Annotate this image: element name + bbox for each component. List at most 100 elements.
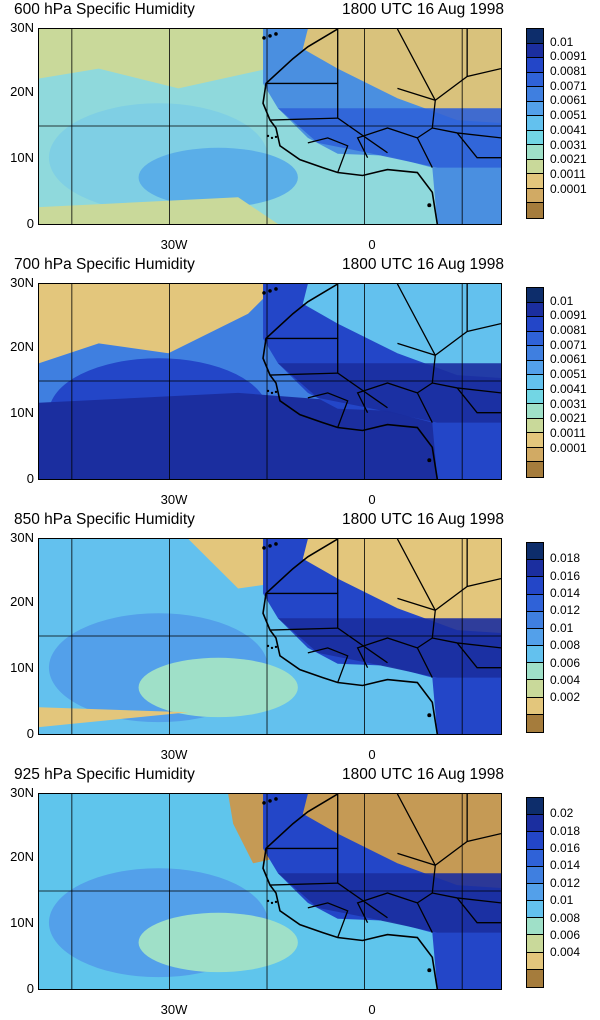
colorbar-swatch (527, 288, 543, 303)
colorbar-swatch (527, 375, 543, 390)
colorbar-swatch (527, 174, 543, 189)
colorbar-swatch (527, 798, 543, 816)
colorbar-swatch (527, 935, 543, 953)
colorbar-label: 0.0001 (550, 440, 587, 455)
lat-label-10n: 10N (10, 660, 34, 675)
colorbar-label: 0.01 (550, 34, 574, 49)
colorbar-swatch (527, 543, 543, 561)
map-field (39, 539, 501, 734)
colorbar-swatch (527, 43, 543, 59)
colorbar (526, 28, 544, 219)
colorbar-label: 0.02 (550, 806, 574, 821)
colorbar-label: 0.0091 (550, 308, 587, 323)
humidity-map (38, 793, 502, 990)
map-field (39, 794, 501, 989)
colorbar-label: 0.01 (550, 293, 574, 308)
lat-label-10n: 10N (10, 915, 34, 930)
colorbar-swatch (527, 866, 543, 884)
colorbar-label: 0.014 (550, 586, 581, 601)
lon-label-30w: 30W (160, 747, 188, 762)
colorbar-swatch (527, 72, 543, 88)
colorbar-label: 0.006 (550, 927, 581, 942)
colorbar-label: 0.004 (550, 945, 581, 960)
panel-title: 850 hPa Specific Humidity (14, 511, 195, 528)
colorbar-swatch (527, 404, 543, 419)
map-panel-850hpa: 850 hPa Specific Humidity 1800 UTC 16 Au… (0, 510, 600, 765)
colorbar-swatch (527, 29, 543, 44)
lat-label-20n: 20N (10, 84, 34, 99)
colorbar-label: 0.0061 (550, 93, 587, 108)
lat-label-10n: 10N (10, 150, 34, 165)
colorbar-swatch (527, 130, 543, 146)
colorbar-label: 0.0001 (550, 181, 587, 196)
colorbar-swatch (527, 203, 543, 218)
panel-timestamp: 1800 UTC 16 Aug 1998 (341, 511, 504, 528)
colorbar-swatch (527, 116, 543, 131)
colorbar-swatch (527, 87, 543, 102)
colorbar-swatch (527, 560, 543, 578)
colorbar-swatch (527, 832, 543, 850)
colorbar-label: 0.008 (550, 638, 581, 653)
colorbar-label: 0.0031 (550, 137, 587, 152)
panel-title: 925 hPa Specific Humidity (14, 766, 195, 783)
colorbar-label: 0.0021 (550, 152, 587, 167)
colorbar-swatch (527, 697, 543, 715)
colorbar-swatch (527, 918, 543, 936)
lat-label-0: 0 (26, 471, 34, 486)
lon-label-0: 0 (368, 1002, 376, 1017)
colorbar-swatch (527, 714, 543, 732)
colorbar-swatch (527, 317, 543, 332)
colorbar-swatch (527, 360, 543, 376)
lat-label-20n: 20N (10, 849, 34, 864)
colorbar-label: 0.018 (550, 551, 581, 566)
lat-label-20n: 20N (10, 339, 34, 354)
lat-label-30n: 30N (10, 275, 34, 290)
colorbar-swatch (527, 389, 543, 405)
colorbar-label: 0.0041 (550, 122, 587, 137)
colorbar-swatch (527, 418, 543, 434)
colorbar-label: 0.004 (550, 672, 581, 687)
colorbar-label: 0.002 (550, 690, 581, 705)
colorbar-swatch (527, 433, 543, 448)
colorbar-label: 0.0051 (550, 108, 587, 123)
colorbar (526, 287, 544, 478)
colorbar-swatch (527, 577, 543, 595)
colorbar-label: 0.0021 (550, 411, 587, 426)
colorbar-swatch (527, 302, 543, 318)
colorbar-label: 0.01 (550, 620, 574, 635)
colorbar-label: 0.0081 (550, 323, 587, 338)
colorbar-swatch (527, 969, 543, 987)
colorbar-swatch (527, 346, 543, 361)
colorbar-swatch (527, 594, 543, 612)
colorbar-swatch (527, 883, 543, 902)
colorbar-label: 0.016 (550, 841, 581, 856)
colorbar (526, 542, 544, 733)
lon-label-0: 0 (368, 237, 376, 252)
colorbar-swatch (527, 145, 543, 160)
panel-title: 700 hPa Specific Humidity (14, 256, 195, 273)
lat-label-0: 0 (26, 726, 34, 741)
colorbar-swatch (527, 188, 543, 204)
colorbar-label: 0.0011 (550, 166, 586, 181)
panel-timestamp: 1800 UTC 16 Aug 1998 (341, 256, 504, 273)
lat-label-10n: 10N (10, 405, 34, 420)
lat-label-30n: 30N (10, 530, 34, 545)
humidity-map (38, 283, 502, 480)
colorbar-label: 0.018 (550, 823, 581, 838)
map-panel-600hpa: 600 hPa Specific Humidity 1800 UTC 16 Au… (0, 0, 600, 255)
lat-label-30n: 30N (10, 785, 34, 800)
colorbar (526, 797, 544, 988)
lon-label-0: 0 (368, 492, 376, 507)
colorbar-swatch (527, 611, 543, 629)
colorbar-label: 0.0051 (550, 367, 587, 382)
colorbar-swatch (527, 58, 543, 73)
map-field (39, 29, 501, 224)
colorbar-label: 0.014 (550, 858, 581, 873)
colorbar-label: 0.0011 (550, 425, 586, 440)
colorbar-swatch (527, 628, 543, 647)
colorbar-label: 0.0091 (550, 49, 587, 64)
panel-timestamp: 1800 UTC 16 Aug 1998 (341, 766, 504, 783)
humidity-map (38, 538, 502, 735)
colorbar-swatch (527, 159, 543, 175)
lon-label-30w: 30W (160, 1002, 188, 1017)
